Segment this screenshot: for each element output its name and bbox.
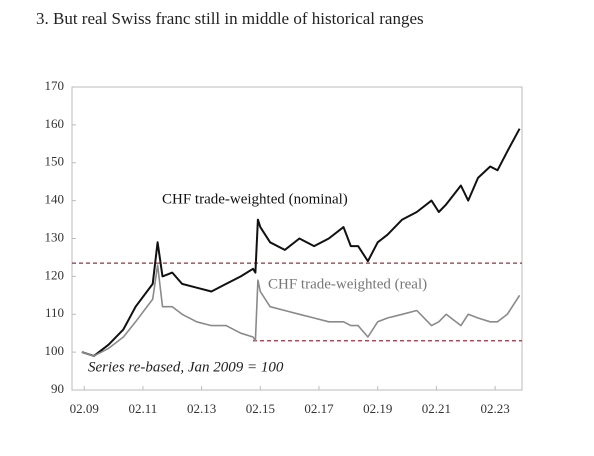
x-tick-label: 02.19 (363, 401, 392, 416)
plot-frame (71, 86, 523, 391)
x-tick-label: 02.09 (70, 401, 99, 416)
y-tick-label: 90 (51, 381, 64, 396)
x-tick-label: 02.21 (422, 401, 451, 416)
annotation: Series re-based, Jan 2009 = 100 (88, 359, 284, 375)
x-tick-label: 02.11 (129, 401, 158, 416)
y-tick-label: 120 (45, 267, 65, 282)
y-tick-label: 160 (45, 116, 65, 131)
y-tick-label: 140 (45, 192, 65, 207)
y-tick-label: 110 (45, 305, 64, 320)
series-label: CHF trade-weighted (nominal) (162, 191, 348, 207)
y-tick-label: 100 (45, 343, 65, 358)
series-line (81, 128, 521, 357)
x-tick-label: 02.23 (480, 401, 509, 416)
y-tick-label: 170 (45, 78, 65, 93)
x-tick-label: 02.17 (304, 401, 334, 416)
chart-title: 3. But real Swiss franc still in middle … (36, 9, 424, 28)
series-label: CHF trade-weighted (real) (268, 276, 427, 292)
x-tick-label: 02.13 (187, 401, 216, 416)
y-tick-label: 150 (45, 154, 65, 169)
y-tick-label: 130 (45, 229, 65, 244)
x-tick-label: 02.15 (246, 401, 275, 416)
series-line (81, 264, 521, 357)
